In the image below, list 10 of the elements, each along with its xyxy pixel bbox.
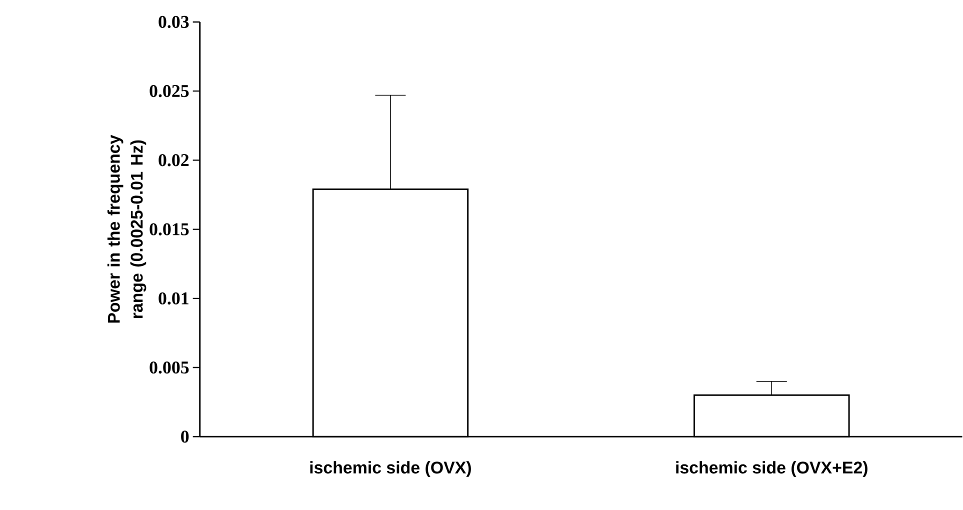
y-tick-label: 0.03	[158, 16, 189, 28]
y-tick-label: 0.005	[150, 362, 189, 374]
y-axis-title: Power in the frequency range (0.0025-0.01 Hz)	[107, 135, 146, 323]
y-tick-label: 0.01	[158, 292, 188, 305]
y-tick-label: 0.015	[150, 223, 189, 236]
y-tick-label: 0.02	[158, 154, 189, 166]
y-tick-label: 0	[181, 430, 189, 443]
x-tick-label: ischemic side (OVX)	[310, 461, 471, 478]
y-tick-label: 0.025	[150, 85, 189, 98]
x-tick-label: ischemic side (OVX+E2)	[676, 461, 868, 478]
